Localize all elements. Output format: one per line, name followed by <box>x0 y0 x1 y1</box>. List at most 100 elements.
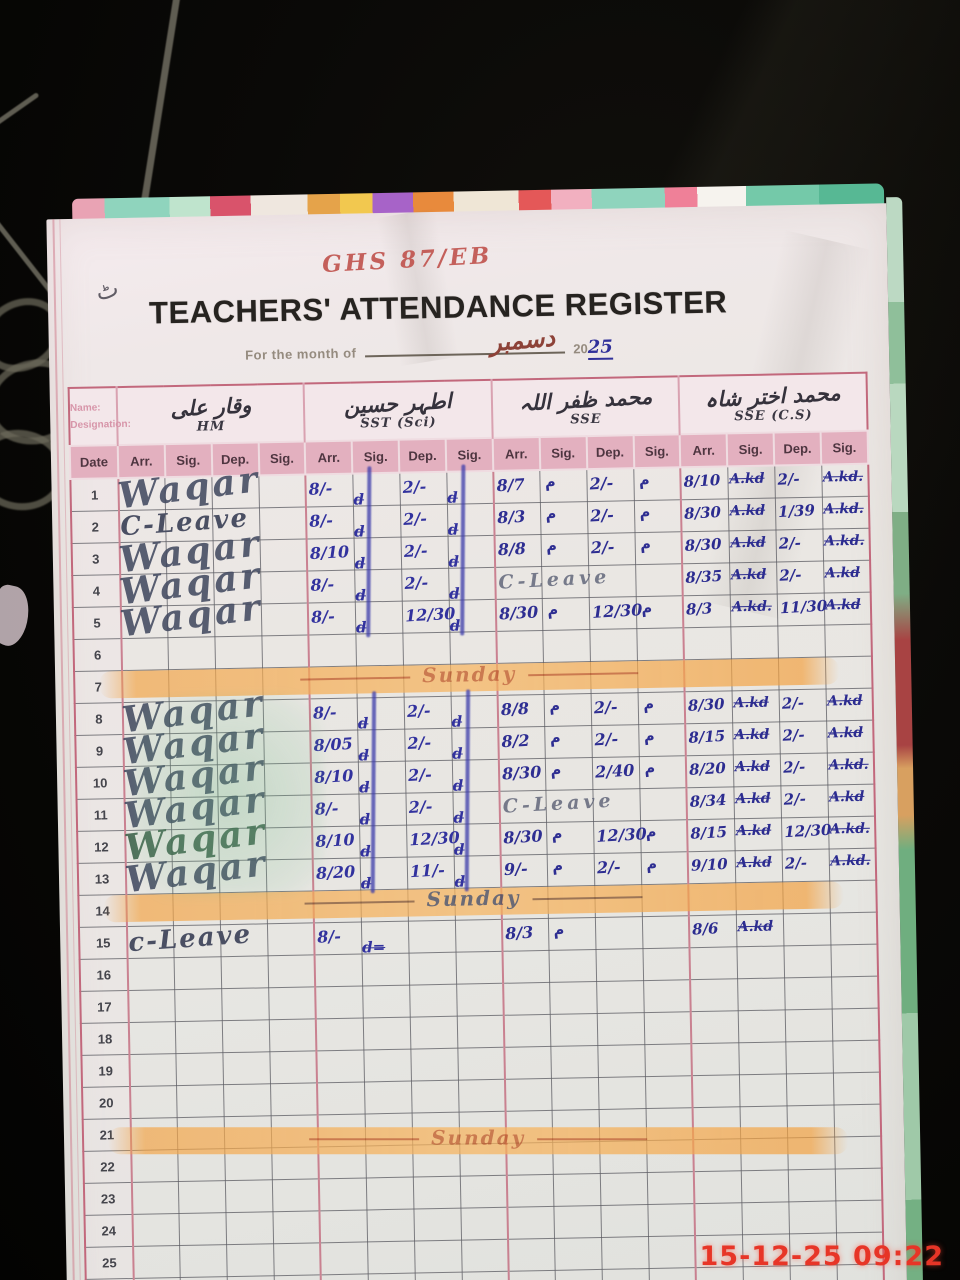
departure-cell <box>414 1272 463 1280</box>
signature-cell: d <box>358 793 407 828</box>
signature-cell <box>831 1008 880 1041</box>
handwritten-arrival-time: 8/- <box>310 574 335 595</box>
departure-cell <box>413 1208 462 1242</box>
grid-cell <box>225 1179 273 1213</box>
date-cell: 17 <box>80 990 129 1024</box>
handwritten-departure-time: 2/- <box>784 853 808 873</box>
handwritten-signature: A.kd. <box>824 532 865 550</box>
teacher4-arrival-cell <box>694 1170 742 1204</box>
signature-cell: d <box>358 761 406 796</box>
departure-cell <box>599 1108 647 1142</box>
signature-cell <box>738 1041 787 1075</box>
signature-cell <box>645 1075 693 1109</box>
departure-cell: 12/30 <box>589 596 643 630</box>
date-cell: 9 <box>75 734 124 768</box>
grid-cell <box>269 1050 318 1084</box>
grid-cell <box>222 1019 270 1053</box>
handwritten-signature: م <box>546 600 560 620</box>
signature-cell <box>642 947 691 981</box>
handwritten-arrival-time: 8/30 <box>498 602 539 624</box>
signature-cell <box>363 1049 412 1082</box>
signature-cell: A.kd <box>728 497 776 531</box>
teacher2-arrival-cell <box>316 1017 364 1051</box>
signature-cell: d <box>450 695 499 730</box>
teacher3-arrival-cell: C-Leave <box>495 566 611 600</box>
teacher1-arrival-cell: Waqar <box>121 746 268 805</box>
teacher1-arrival-cell <box>121 637 169 671</box>
departure-cell: 2/- <box>401 568 449 602</box>
signature-cell <box>449 663 498 697</box>
teacher4-arrival-cell <box>691 1010 739 1044</box>
departure-cell: 2/- <box>591 724 640 758</box>
date-cell: 23 <box>83 1182 133 1216</box>
handwritten-departure-time: 11/30 <box>779 596 828 618</box>
signature-cell <box>739 1105 788 1139</box>
signature-cell <box>736 945 785 979</box>
handwritten-signature: A.kd. <box>822 468 864 486</box>
teacher1-arrival-cell: C-Leave <box>118 503 250 543</box>
handwritten-signature: م <box>547 696 562 716</box>
teacher1-arrival-cell <box>131 1181 180 1215</box>
grid-cell <box>165 508 214 542</box>
grid-cell <box>264 794 313 828</box>
departure-cell <box>412 1144 460 1178</box>
month-blank-line: دسمبر <box>364 323 565 358</box>
grid-cell <box>177 1116 225 1150</box>
signature-cell <box>649 1267 697 1280</box>
grid-cell <box>212 507 261 541</box>
teacher1-arrival-cell <box>132 1245 181 1279</box>
handwritten-signature: A.kd <box>729 470 765 488</box>
departure-cell <box>785 1040 833 1074</box>
signature-cell <box>355 633 404 667</box>
teacher2-arrival-cell <box>308 634 357 667</box>
teacher3-arrival-cell <box>507 1238 556 1272</box>
departure-cell: 2/- <box>587 500 636 534</box>
handwritten-signature: م <box>637 470 651 490</box>
signature-cell <box>551 1045 599 1079</box>
signature-cell <box>543 661 592 695</box>
chair-wire-icon <box>0 92 40 188</box>
signature-cell: م <box>638 691 686 725</box>
signature-cell: م <box>639 755 687 789</box>
teacher1-arrival-cell <box>132 1213 180 1247</box>
signature-cell <box>367 1273 416 1280</box>
grid-cell <box>226 1211 274 1245</box>
col-header-sig: Sig. <box>445 437 494 472</box>
signature-cell <box>455 951 504 985</box>
departure-cell: 2/- <box>781 849 830 882</box>
teacher4-arrival-cell: 8/34 <box>686 786 735 820</box>
departure-cell <box>409 1016 458 1050</box>
signature-cell: A.kd <box>731 689 780 723</box>
date-cell: 10 <box>75 766 125 800</box>
signature-cell <box>639 787 688 821</box>
signature-cell: A.kd. <box>821 463 869 498</box>
teacher3-arrival-cell <box>502 950 550 984</box>
teacher3-arrival-cell <box>503 1014 552 1048</box>
teacher1-arrival-cell <box>127 957 175 991</box>
grid-cell <box>170 764 219 798</box>
teacher2-arrival-cell: 8/10 <box>312 826 360 859</box>
teacher1-arrival-cell: Waqar <box>120 714 267 773</box>
teacher3-arrival-cell: 8/8 <box>494 534 542 568</box>
signature-cell <box>737 1009 786 1043</box>
col-header-sig: Sig. <box>820 430 869 465</box>
page-title: TEACHERS' ATTENDANCE REGISTER <box>148 284 728 331</box>
departure-cell: 11/30 <box>776 593 828 626</box>
grid-cell <box>172 860 220 894</box>
signature-cell <box>835 1200 883 1233</box>
grid-cell <box>174 988 223 1022</box>
teacher2-arrival-cell: 8/- <box>310 698 358 731</box>
handwritten-signature: A.kd <box>737 918 774 936</box>
signature-cell: d <box>356 697 405 732</box>
handwritten-arrival-time: 8/10 <box>314 765 355 788</box>
teacher2-arrival-cell: 8/- <box>306 506 354 539</box>
departure-cell <box>600 1172 648 1206</box>
signature-cell <box>635 563 684 597</box>
signature-cell <box>831 976 879 1009</box>
signature-cell <box>363 1017 411 1050</box>
handwritten-arrival-time: 8/34 <box>689 790 728 811</box>
date-cell: 18 <box>80 1022 130 1056</box>
signature-cell <box>830 944 879 977</box>
signature-cell <box>460 1207 508 1241</box>
teacher2-arrival-cell <box>316 1049 365 1083</box>
